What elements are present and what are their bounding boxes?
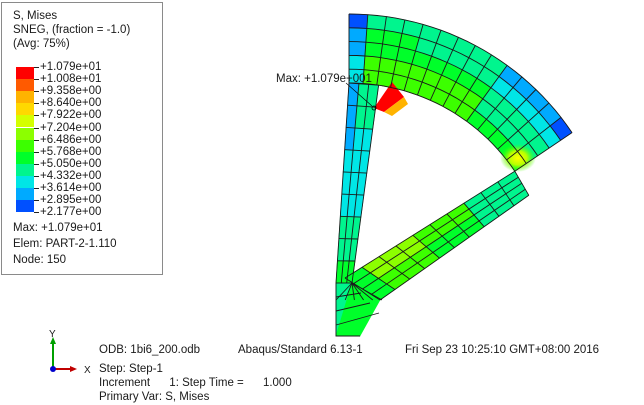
legend-tick xyxy=(34,139,39,141)
legend-value: +9.358e+00 xyxy=(40,85,102,98)
legend-value: +7.204e+00 xyxy=(40,121,102,134)
mesh-hotspots xyxy=(374,82,536,172)
legend-title-line: S, Mises xyxy=(13,10,58,22)
z-axis-dot xyxy=(50,366,56,372)
legend-swatch xyxy=(16,175,34,188)
legend-swatch xyxy=(16,188,34,200)
legend-swatch xyxy=(16,79,34,92)
max-leader-line xyxy=(345,82,373,107)
legend-value: +5.050e+00 xyxy=(40,157,102,170)
mesh-cell xyxy=(348,41,367,57)
legend-tick xyxy=(34,91,39,93)
legend-swatch xyxy=(16,163,34,176)
stress-hotspot xyxy=(500,144,536,172)
legend-value: +7.922e+00 xyxy=(40,109,102,122)
legend-value: +1.008e+01 xyxy=(40,73,102,86)
legend-swatch xyxy=(16,67,34,79)
timestamp: Fri Sep 23 10:25:10 GMT+08:00 2016 xyxy=(405,344,600,356)
legend-tick xyxy=(34,175,39,177)
mesh-cell xyxy=(365,28,385,45)
increment-info: Increment 1: Step Time = 1.000 xyxy=(99,377,292,389)
legend-tick xyxy=(34,212,39,214)
legend-title-line: SNEG, (fraction = -1.0) xyxy=(13,24,131,36)
legend-footer-line: Elem: PART-2-1.110 xyxy=(13,238,117,250)
mesh-grid-lines xyxy=(335,13,573,337)
legend-tick xyxy=(34,188,39,189)
legend-tick xyxy=(34,103,39,105)
mesh-cell xyxy=(366,14,387,31)
legend-tick xyxy=(34,115,39,117)
max-marker xyxy=(371,105,377,111)
high-stress-element xyxy=(384,97,408,116)
legend-value: +3.614e+00 xyxy=(40,182,102,194)
legend-tick xyxy=(34,163,39,165)
legend-value: +6.486e+00 xyxy=(40,133,102,146)
step-name: Step: Step-1 xyxy=(99,363,163,375)
mesh-elements xyxy=(335,13,573,337)
primary-variable: Primary Var: S, Mises xyxy=(99,391,210,403)
mesh-cell xyxy=(348,13,369,29)
legend-swatch xyxy=(16,200,34,213)
legend-swatch xyxy=(16,127,34,140)
legend-swatch xyxy=(16,91,34,104)
legend-title-line: (Avg: 75%) xyxy=(13,38,70,50)
legend-tick xyxy=(34,151,39,153)
contour-legend: S, Mises SNEG, (fraction = -1.0) (Avg: 75%… xyxy=(1,2,163,275)
legend-value: +2.177e+00 xyxy=(40,206,102,219)
max-annotation: Max: +1.079e+001 xyxy=(276,73,372,85)
legend-tick xyxy=(34,67,39,68)
legend-tick xyxy=(34,79,39,81)
legend-swatch xyxy=(16,115,34,128)
legend-tick xyxy=(34,127,39,129)
mesh-cell xyxy=(348,27,368,43)
legend-value: +8.640e+00 xyxy=(40,97,102,110)
legend-value: +1.079e+01 xyxy=(40,61,102,73)
x-axis-label: X xyxy=(84,365,91,376)
legend-footer-line: Node: 150 xyxy=(13,254,67,266)
mesh-cell xyxy=(363,55,382,72)
legend-swatch xyxy=(16,103,34,116)
legend-footer-line: Max: +1.079e+01 xyxy=(13,222,103,234)
legend-swatch xyxy=(16,139,34,152)
y-axis-label: Y xyxy=(49,329,56,340)
max-stress-element xyxy=(374,82,404,112)
legend-value: +4.332e+00 xyxy=(40,169,102,182)
mesh-cell xyxy=(364,41,383,58)
odb-name: ODB: 1bi6_200.odb xyxy=(99,344,201,356)
mesh-cell xyxy=(348,55,366,71)
legend-tick xyxy=(34,200,39,202)
legend-value: +5.768e+00 xyxy=(40,145,102,158)
axis-triad xyxy=(50,337,77,372)
legend-swatch xyxy=(16,151,34,164)
solver-version: Abaqus/Standard 6.13-1 xyxy=(238,344,363,356)
legend-value: +2.895e+00 xyxy=(40,194,102,207)
